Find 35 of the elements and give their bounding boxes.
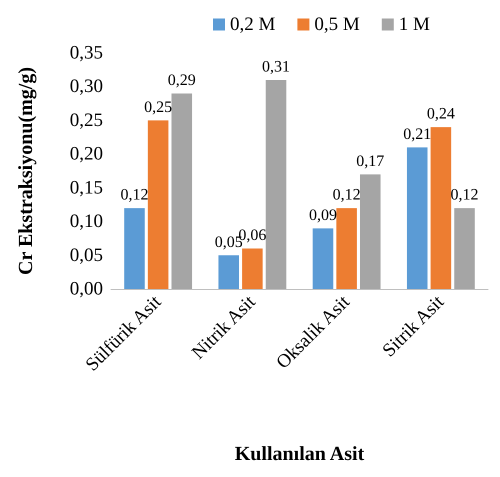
data-label: 0,17 [356,152,384,170]
bar [171,93,192,289]
bar [336,208,357,289]
legend-label: 1 M [398,14,430,35]
bar [312,228,334,289]
y-tick-label: 0,10 [70,211,103,232]
bar [266,80,286,289]
y-tick-label: 0,15 [70,177,103,198]
data-label: 0,21 [403,126,432,143]
data-label: 0,31 [262,58,290,76]
y-tick-label: 0,35 [70,42,103,64]
legend-label: 0,2 M [230,14,276,35]
bar [360,174,381,289]
bar [218,255,240,289]
y-tick-label: 0,05 [70,244,103,266]
data-label: 0,09 [308,206,337,224]
y-tick-label: 0,30 [70,76,103,98]
legend-label: 0,5 M [314,14,360,35]
y-tick-label: 0,00 [70,278,103,300]
data-label: 0,12 [120,186,148,204]
bar [242,248,263,289]
bar [454,208,475,289]
bar [430,127,452,289]
y-tick-label: 0,25 [70,110,103,131]
data-label: 0,24 [426,106,455,123]
data-label: 0,12 [332,186,361,204]
data-label: 0,25 [144,98,172,116]
y-tick-label: 0,20 [70,144,103,165]
bar [148,120,168,289]
data-label: 0,29 [168,72,196,89]
y-axis-title: Cr Ekstraksiyonu(mg/g) [15,67,37,275]
bar [406,147,428,289]
data-label: 0,12 [450,186,479,204]
x-axis-title: Kullanılan Asit [234,443,365,465]
bar [124,208,145,289]
